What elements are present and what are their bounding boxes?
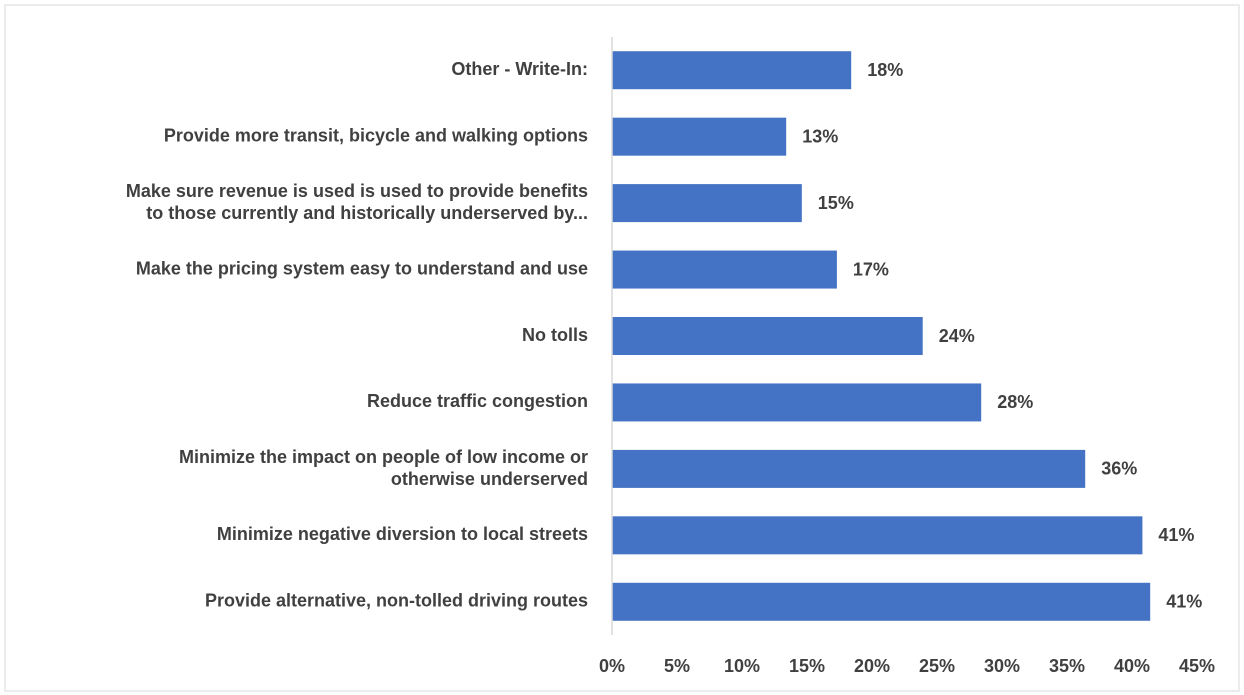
data-label: 15% xyxy=(818,193,854,213)
bar xyxy=(612,117,787,156)
data-label: 36% xyxy=(1101,459,1137,479)
x-tick-label: 10% xyxy=(724,656,760,676)
x-tick-label: 20% xyxy=(854,656,890,676)
y-tick-label: Provide more transit, bicycle and walkin… xyxy=(164,125,588,145)
bar xyxy=(612,184,802,223)
x-tick-label: 35% xyxy=(1049,656,1085,676)
y-tick-label: Minimize negative diversion to local str… xyxy=(217,524,588,544)
bar xyxy=(612,449,1086,488)
bar xyxy=(612,317,923,355)
data-label: 28% xyxy=(997,392,1033,412)
bar xyxy=(612,383,982,422)
x-tick-label: 30% xyxy=(984,656,1020,676)
bar xyxy=(612,51,852,90)
data-label: 17% xyxy=(853,259,889,279)
data-label: 24% xyxy=(939,326,975,346)
bar xyxy=(612,516,1143,555)
x-tick-label: 15% xyxy=(789,656,825,676)
x-tick-label: 0% xyxy=(599,656,625,676)
x-tick-label: 40% xyxy=(1114,656,1150,676)
y-tick-label: Other - Write-In: xyxy=(451,59,588,79)
y-tick-label: Make the pricing system easy to understa… xyxy=(136,258,588,278)
data-label: 41% xyxy=(1158,525,1194,545)
y-tick-label: No tolls xyxy=(522,325,588,345)
x-tick-label: 25% xyxy=(919,656,955,676)
bar xyxy=(612,582,1151,621)
y-tick-label: Minimize the impact on people of low inc… xyxy=(179,447,588,489)
x-tick-label: 5% xyxy=(664,656,690,676)
data-label: 18% xyxy=(867,60,903,80)
data-label: 13% xyxy=(802,126,838,146)
y-tick-label: Reduce traffic congestion xyxy=(367,391,588,411)
y-tick-label: Provide alternative, non-tolled driving … xyxy=(205,591,588,611)
x-tick-label: 45% xyxy=(1179,656,1215,676)
y-tick-label: Make sure revenue is used is used to pro… xyxy=(126,181,588,223)
data-label: 41% xyxy=(1166,592,1202,612)
bar xyxy=(612,250,837,289)
